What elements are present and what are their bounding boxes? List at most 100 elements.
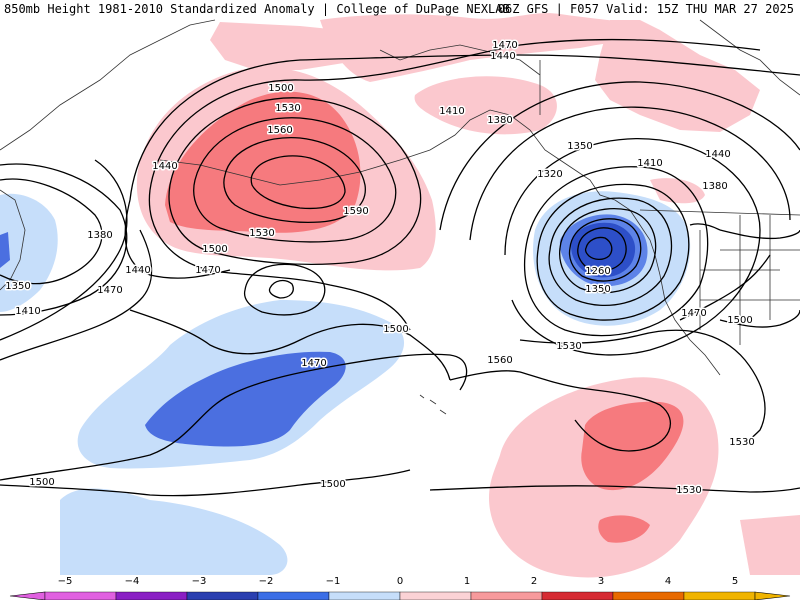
contour-1590 — [250, 155, 346, 210]
contour-label: 1500 — [29, 477, 54, 488]
model-valid-time: 06Z GFS | F057 Valid: 15Z THU MAR 27 202… — [497, 2, 794, 16]
state-borders — [699, 215, 800, 345]
contour-label: 1530 — [249, 228, 274, 239]
colorbar-segment — [44, 591, 117, 601]
contour-label: 1470 — [301, 358, 326, 369]
colorbar-segment — [257, 591, 330, 601]
contour-label: 1350 — [567, 141, 592, 152]
contour-1530-south — [429, 485, 800, 493]
coastline-alaska-north — [379, 44, 541, 76]
colorbar-tick-label: −2 — [259, 576, 274, 587]
contour-label: 1350 — [5, 281, 30, 292]
contour-low-3 — [568, 218, 642, 282]
contour-label: 1440 — [490, 51, 515, 62]
contour-low-2 — [577, 227, 627, 272]
colorbar-tick-label: −4 — [125, 576, 140, 587]
colorbar-tick-label: −1 — [326, 576, 341, 587]
negative-anomaly-west-edge — [0, 193, 58, 312]
colorbar-tick-label: 1 — [464, 576, 470, 587]
contour-label: 1440 — [705, 149, 730, 160]
contour-1500-loop — [243, 263, 326, 316]
colorbar-segment — [470, 591, 543, 601]
colorbar-segment — [115, 591, 188, 601]
contour-1530 — [193, 117, 397, 243]
contour-1350 — [523, 166, 709, 337]
contour-low-5 — [548, 197, 673, 307]
contour-label: 1470 — [492, 40, 517, 51]
positive-anomaly-north-mid — [210, 22, 380, 70]
contour-label: 1560 — [267, 125, 292, 136]
contour-label: 1470 — [97, 285, 122, 296]
coastline-northeast — [699, 19, 800, 96]
positive-anomaly-arctic — [320, 13, 660, 83]
contour-1500-central — [129, 309, 451, 381]
contour-1500 — [168, 97, 422, 265]
coastline-hawaii — [419, 394, 447, 415]
contour-label: 1500 — [383, 324, 408, 335]
contour-1500-west — [0, 229, 153, 361]
contour-1530-central — [0, 353, 468, 481]
contour-labels: 1470144014101380135013201260135014101440… — [4, 39, 756, 498]
colorbar-tick-label: −5 — [58, 576, 73, 587]
contour-label: 1320 — [537, 169, 562, 180]
contour-label: 1500 — [727, 315, 752, 326]
positive-anomaly-southern-core — [598, 515, 650, 543]
contour-1410 — [469, 106, 791, 241]
contour-1560-central — [449, 370, 671, 452]
coastline-bc — [559, 159, 721, 376]
contour-label: 1350 — [585, 284, 610, 295]
contour-label: 1500 — [320, 479, 345, 490]
contour-label: 1410 — [15, 306, 40, 317]
negative-anomaly-south — [60, 488, 288, 575]
colorbar-tick-label: 5 — [732, 576, 738, 587]
contour-label: 1500 — [202, 244, 227, 255]
contour-label: 1560 — [487, 355, 512, 366]
contour-1410-west — [0, 163, 128, 316]
colorbar-tick-label: 3 — [598, 576, 604, 587]
contour-label: 1380 — [487, 115, 512, 126]
contour-1440-north — [129, 54, 800, 201]
colorbar-tick-label: 2 — [531, 576, 537, 587]
contour-label: 1260 — [585, 266, 610, 277]
contour-label: 1590 — [343, 206, 368, 217]
contour-label: 1530 — [556, 341, 581, 352]
contour-label: 1530 — [676, 485, 701, 496]
positive-anomaly-west-small — [650, 178, 705, 204]
colorbar-tick-label: 4 — [665, 576, 671, 587]
contour-label: 1470 — [681, 308, 706, 319]
contour-1410-east — [689, 223, 721, 231]
colorbar-tick-label: −3 — [192, 576, 207, 587]
colorbar-left-arrow — [9, 591, 46, 601]
negative-anomaly-west-core — [0, 232, 10, 268]
coastlines — [0, 19, 800, 415]
contour-1440-sw — [124, 199, 231, 279]
colorbar-segment — [612, 591, 685, 601]
contour-1500-south — [0, 469, 411, 497]
contour-1440-east — [719, 229, 800, 240]
contour-low-4 — [559, 208, 657, 294]
contour-low-1 — [584, 236, 613, 261]
contour-1470-west — [0, 159, 128, 341]
contour-label: 1440 — [152, 161, 177, 172]
positive-anomaly-core — [165, 91, 361, 233]
colorbar-segment — [683, 591, 756, 601]
map-title: 850mb Height 1981-2010 Standardized Anom… — [4, 2, 510, 16]
contour-1470-north — [149, 38, 761, 191]
contour-label: 1380 — [702, 181, 727, 192]
contour-1530-east — [519, 329, 766, 446]
border-canada-us — [539, 60, 800, 216]
positive-anomaly-southeast — [740, 515, 800, 575]
coastline-west-edge — [0, 189, 26, 291]
contour-label: 1470 — [195, 265, 220, 276]
colorbar-segment — [541, 591, 614, 601]
positive-anomaly-subtropical-core — [581, 401, 684, 491]
contour-label: 1380 — [87, 230, 112, 241]
contour-label: 1500 — [268, 83, 293, 94]
contour-1440 — [439, 81, 800, 231]
contour-1560 — [223, 136, 366, 224]
anomaly-fills — [0, 13, 800, 578]
contour-label: 1440 — [125, 265, 150, 276]
colorbar-segment — [328, 591, 401, 601]
contour-label: 1530 — [729, 437, 754, 448]
